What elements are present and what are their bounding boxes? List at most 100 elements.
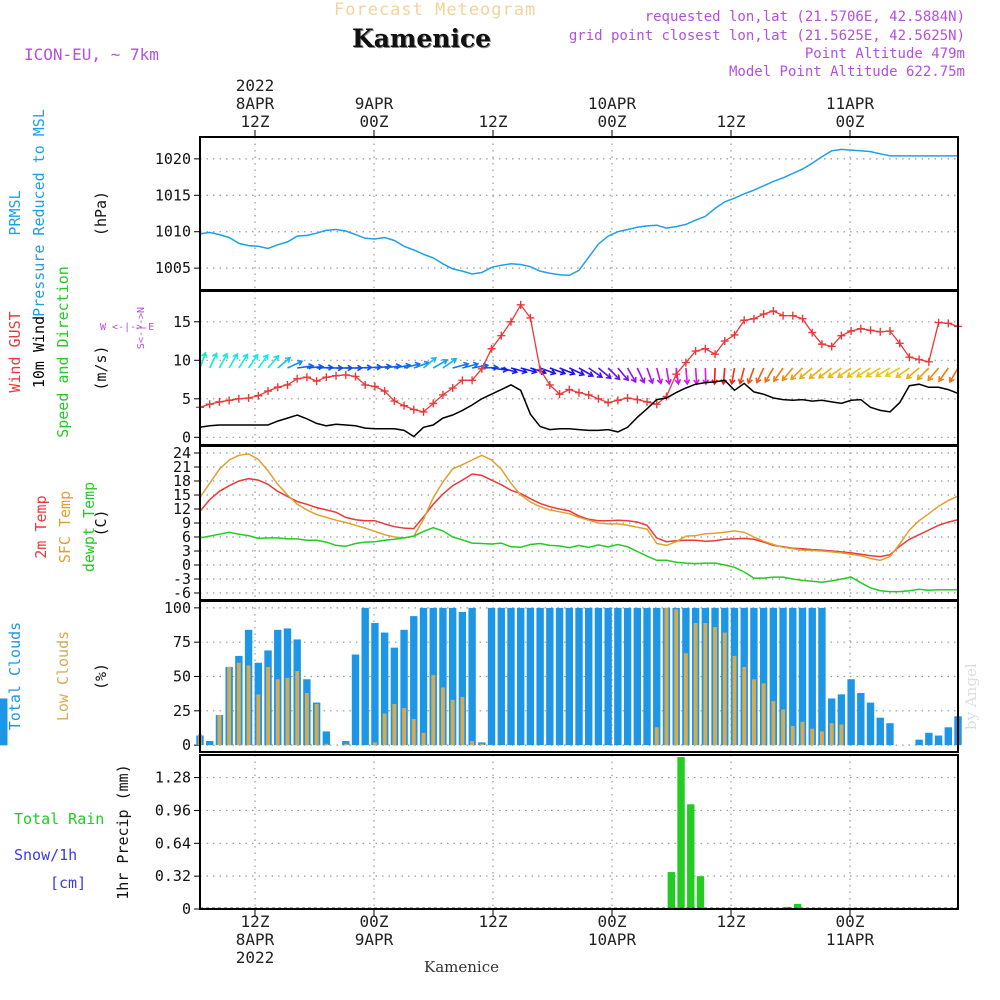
wind-arrow-head [948, 376, 955, 384]
wind-arrow-head [817, 372, 825, 379]
wind-direction-arrow [549, 367, 566, 375]
wind-arrow-head [781, 375, 788, 382]
wind-arrow-head [790, 374, 797, 381]
wind-speed-line [199, 379, 959, 438]
clouds-ytick-label: 25 [173, 702, 191, 720]
wind-direction-arrow [646, 367, 654, 384]
wind-direction-arrow [481, 366, 498, 369]
low-clouds-bar [771, 701, 776, 746]
total-clouds-bar [934, 735, 943, 746]
wind-gust-marker [613, 396, 622, 405]
clouds-ytick-label: 0 [182, 736, 191, 754]
wind-direction-arrow [837, 367, 852, 378]
temperature-ytick-label: 12 [173, 500, 191, 518]
gridpoint-coords: grid point closest lon,lat (21.5625E, 42… [568, 28, 965, 44]
footer-location: Kamenice [424, 958, 499, 976]
total-clouds-bar [614, 607, 622, 746]
temperature-ytick-label: -3 [173, 570, 191, 588]
wind-arrow-head [874, 371, 882, 378]
temperature-ytick-label: 3 [182, 542, 191, 560]
low-clouds-bar [470, 741, 475, 746]
wind-unit-label: (m/s) [92, 345, 110, 390]
wind-direction-arrow [916, 367, 930, 380]
wind-gust-marker [565, 385, 574, 394]
wind-gust-marker [915, 355, 924, 364]
wind-gust-marker [244, 394, 253, 403]
wind-gust-marker [361, 380, 370, 389]
wind-gust-marker [487, 344, 496, 353]
total-clouds-bar [361, 607, 369, 746]
wind-direction-arrow [722, 367, 726, 385]
wind-gust-marker [322, 373, 331, 382]
wind-gust-marker [681, 358, 690, 367]
low-clouds-bar [790, 725, 795, 746]
total-clouds-bar [322, 731, 331, 746]
low-clouds-bar [372, 742, 377, 746]
wind-arrow-head [296, 359, 304, 366]
bottom-time-label: 00Z [598, 912, 627, 931]
clouds-ytick-label: 100 [164, 599, 191, 617]
temperature-series-dewpt-temp [199, 526, 958, 593]
wind-arrow-head [755, 377, 762, 384]
temperature-ytick-label: 6 [182, 528, 191, 546]
top-time-label: 9APR [355, 94, 394, 113]
low-clouds-bar [256, 694, 261, 746]
wind-direction-arrow [949, 367, 959, 383]
wind-arrow-head [665, 378, 672, 386]
clouds-side-label: Low Clouds [54, 631, 72, 721]
wind-arrow-head [493, 364, 500, 371]
low-clouds-bar [295, 671, 300, 746]
top-time-label: 12Z [717, 112, 746, 131]
wind-arrow-head [578, 370, 586, 377]
wind-direction-arrow [597, 367, 612, 379]
wind-direction-arrow [471, 364, 488, 369]
wind-gust-marker [448, 384, 457, 393]
pressure-side-label: Pressure Reduced to MSL [30, 109, 48, 317]
temperature-ytick-label: 0 [182, 556, 191, 574]
wind-direction-arrow [866, 367, 881, 378]
point-altitude: Point Altitude 479m [804, 46, 965, 62]
wind-gust-marker [409, 405, 418, 414]
total-clouds-bar [594, 607, 603, 746]
wind-arrow-head [211, 352, 218, 359]
wind-direction-arrow [501, 367, 517, 373]
temperature-ytick-label: 9 [182, 514, 191, 532]
wind-direction-arrow [856, 367, 871, 378]
wind-direction-arrow [809, 367, 823, 379]
temperature-side-label: 2m Temp [32, 495, 50, 558]
low-clouds-bar [713, 627, 717, 746]
temperature-side-label: dewpt Temp [80, 482, 98, 572]
wind-gust-marker [623, 394, 632, 403]
wind-direction-arrow [730, 367, 736, 384]
wind-gust-marker [847, 327, 856, 336]
temperature-ytick-label: -6 [173, 584, 191, 602]
wind-gust-marker [254, 391, 263, 400]
low-clouds-bar [314, 703, 319, 746]
wind-gust-marker [808, 328, 817, 337]
wind-gust-marker [837, 331, 846, 340]
wind-direction-arrow [607, 367, 621, 380]
wind-gust-marker [526, 313, 535, 322]
wind-gust-marker [575, 388, 583, 397]
wind-gust-marker [633, 395, 642, 404]
wind-direction-arrow [875, 367, 891, 377]
low-clouds-bar [460, 697, 465, 746]
wind-gust-marker [885, 327, 894, 336]
precipitation-ytick-label: 0.32 [155, 867, 191, 885]
wind-direction-arrow [938, 367, 949, 382]
wind-gust-marker [594, 394, 603, 403]
wind-arrow-head [232, 352, 239, 360]
total-clouds-bar [798, 607, 807, 746]
wind-direction-arrow [655, 367, 662, 384]
wind-direction-arrow [530, 367, 546, 374]
low-clouds-bar [431, 675, 436, 746]
wind-direction-arrow [568, 367, 585, 376]
wind-arrow-head [605, 373, 612, 380]
wind-direction-arrow [374, 365, 391, 369]
wind-gust-marker [332, 371, 341, 380]
wind-arrow-head [895, 372, 902, 379]
clouds-unit-label: (%) [92, 663, 110, 690]
top-time-label: 00Z [360, 112, 389, 131]
total-clouds-bar [555, 607, 564, 746]
